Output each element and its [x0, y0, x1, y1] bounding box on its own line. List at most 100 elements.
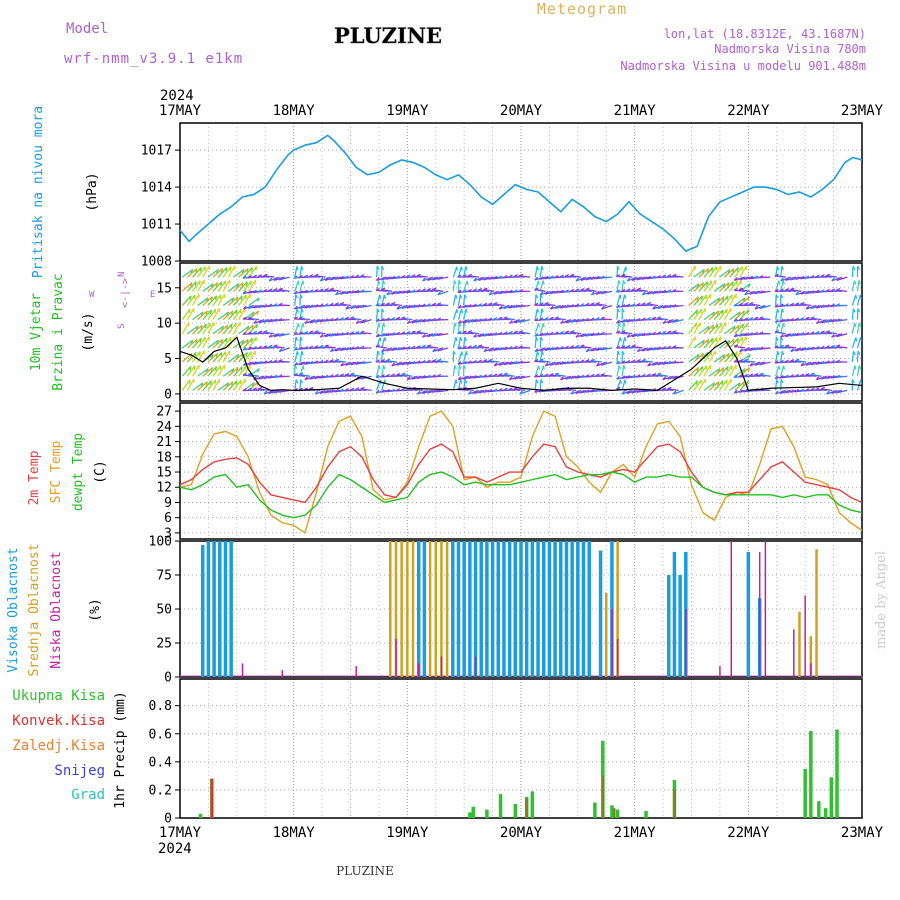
- wind-arrow-head: [732, 339, 735, 344]
- wind-arrow-head: [239, 379, 242, 384]
- wind-arrow-head: [401, 346, 406, 350]
- wind-arrow: [774, 336, 778, 348]
- wind-arrow-head: [467, 330, 473, 333]
- wind-arrow-head: [344, 372, 350, 376]
- cloud-bar: [793, 629, 795, 677]
- wind-arrow-head: [737, 382, 741, 387]
- wind-arrow: [462, 275, 474, 278]
- wind-arrow-head: [830, 359, 835, 364]
- wind-arrow: [724, 338, 735, 349]
- wind-arrow: [458, 319, 469, 324]
- wind-arrow-head: [488, 302, 493, 306]
- wind-arrow-head: [457, 319, 462, 324]
- wind-arrow: [718, 295, 729, 306]
- wind-arrow-head: [263, 375, 268, 380]
- wind-arrow-head: [295, 336, 299, 341]
- wind-arrow-head: [554, 331, 559, 335]
- wind-arrow: [662, 319, 674, 324]
- wind-arrow-head: [426, 303, 431, 307]
- wind-arrow: [626, 346, 638, 349]
- wind-arrow: [508, 388, 520, 392]
- wind-arrow: [432, 347, 444, 353]
- wind-arrow: [243, 267, 253, 278]
- wind-arrow: [626, 276, 638, 282]
- wind-arrow-head: [406, 361, 411, 365]
- wind-arrow-head: [559, 304, 564, 309]
- wind-arrow-head: [324, 374, 329, 378]
- wind-arrow: [258, 331, 270, 335]
- wind-arrow: [713, 322, 723, 335]
- wind-arrow-head: [437, 302, 442, 306]
- wind-arrow: [243, 304, 255, 310]
- wind-arrow-head: [488, 358, 493, 362]
- wind-arrow: [467, 275, 480, 278]
- wind-arrow-head: [350, 316, 355, 319]
- wind-arrow: [744, 303, 756, 307]
- y-tick-label: 6: [164, 511, 172, 526]
- wind-arrow: [355, 319, 367, 324]
- wind-arrow: [457, 365, 460, 377]
- wind-arrow-head: [569, 360, 574, 364]
- wind-arrow-head: [746, 323, 749, 328]
- wind-arrow-head: [314, 288, 319, 292]
- wind-arrow-head: [411, 330, 416, 334]
- wind-arrow-head: [411, 360, 416, 365]
- wind-arrow-head: [309, 289, 314, 293]
- wind-arrow-head: [621, 288, 626, 292]
- wind-arrow: [197, 279, 205, 292]
- wind-arrow-head: [855, 294, 858, 300]
- wind-arrow: [202, 309, 212, 321]
- wind-arrow-head: [743, 332, 748, 337]
- wind-arrow: [621, 379, 626, 391]
- wind-arrow-head: [518, 345, 523, 349]
- wind-arrow-head: [478, 277, 482, 281]
- wind-arrow-head: [258, 386, 263, 390]
- time-label-bottom: 23MAY: [841, 825, 884, 841]
- wind-arrow: [421, 346, 433, 349]
- wind-arrow: [381, 337, 386, 349]
- wind-arrow-head: [641, 302, 646, 306]
- wind-arrow-head: [616, 304, 620, 308]
- wind-arrow-head: [549, 372, 554, 376]
- wind-arrow-head: [700, 309, 703, 314]
- wind-arrow-head: [636, 276, 641, 281]
- wind-arrow-head: [616, 375, 620, 380]
- wind-arrow: [708, 381, 720, 391]
- wind-arrow-head: [256, 297, 260, 302]
- wind-arrow-head: [452, 350, 456, 355]
- wind-arrow-head: [782, 365, 786, 370]
- wind-arrow-head: [715, 266, 718, 271]
- wind-arrow: [513, 388, 526, 392]
- wind-arrow-head: [278, 302, 283, 306]
- wind-arrow-head: [334, 373, 339, 377]
- wind-arrow: [698, 325, 710, 335]
- wind-arrow-head: [748, 332, 753, 336]
- wind-arrow-head: [626, 277, 631, 282]
- wind-arrow: [780, 266, 783, 278]
- wind-arrow-head: [200, 311, 204, 316]
- wind-arrow-head: [575, 374, 580, 379]
- wind-arrow-head: [383, 337, 387, 342]
- wind-arrow-head: [503, 316, 508, 319]
- wind-arrow: [616, 337, 621, 349]
- wind-arrow-head: [273, 359, 278, 363]
- wind-arrow-head: [624, 379, 627, 384]
- wind-arrow-head: [390, 275, 395, 280]
- wind-arrow: [754, 374, 766, 377]
- wind-arrow-head: [544, 362, 549, 367]
- wind-arrow-head: [385, 276, 390, 280]
- wind-arrow: [621, 389, 633, 395]
- wind-arrow-head: [299, 372, 304, 376]
- wind-arrow-head: [467, 288, 472, 292]
- wind-arrow-head: [831, 390, 835, 394]
- wind-arrow: [600, 318, 612, 321]
- wind-arrow: [601, 361, 613, 366]
- cloud-bar: [798, 611, 801, 677]
- wind-arrow: [703, 311, 715, 321]
- wind-arrow-head: [462, 330, 467, 334]
- wind-arrow: [278, 389, 290, 393]
- wind-arrow-head: [730, 294, 733, 299]
- wind-arrow-head: [727, 340, 731, 345]
- wind-arrow-head: [401, 387, 406, 391]
- wind-arrow-head: [324, 359, 329, 363]
